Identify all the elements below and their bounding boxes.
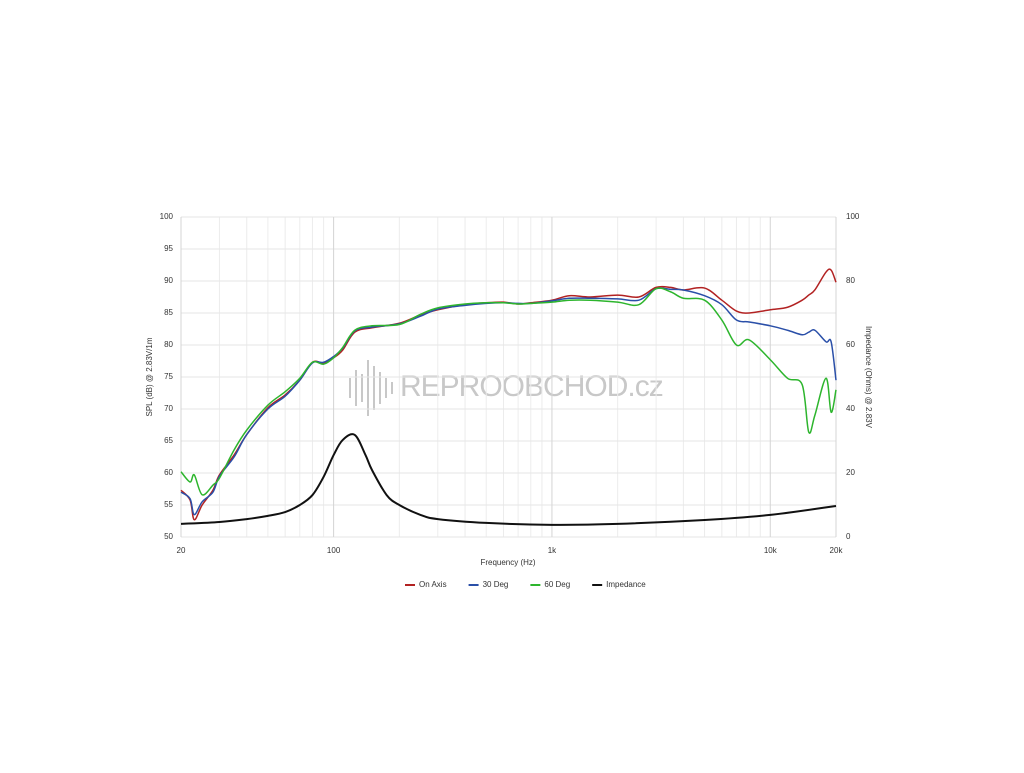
y2-tick-label: 60 <box>846 340 855 349</box>
x-tick-label: 20 <box>177 546 186 555</box>
y-tick-label: 60 <box>164 468 173 477</box>
y2-tick-label: 40 <box>846 404 855 413</box>
x-tick-label: 20k <box>830 546 844 555</box>
x-axis-label: Frequency (Hz) <box>480 558 535 567</box>
y-tick-label: 50 <box>164 532 173 541</box>
y-tick-label: 85 <box>164 308 173 317</box>
x-tick-label: 100 <box>327 546 341 555</box>
y-tick-label: 70 <box>164 404 173 413</box>
legend-label: Impedance <box>606 580 646 589</box>
legend-label: 60 Deg <box>544 580 570 589</box>
series-line <box>180 433 837 526</box>
series-line <box>180 287 837 496</box>
y-tick-label: 100 <box>160 212 174 221</box>
legend-label: 30 Deg <box>483 580 509 589</box>
y-tick-label: 95 <box>164 244 173 253</box>
y-tick-label: 55 <box>164 500 173 509</box>
x-tick-label: 1k <box>548 546 557 555</box>
y-tick-label: 65 <box>164 436 173 445</box>
y2-axis-label: Impedance (Ohms) @ 2.83V <box>864 326 873 429</box>
y2-tick-label: 0 <box>846 532 851 541</box>
y2-tick-label: 20 <box>846 468 855 477</box>
watermark-icon <box>349 360 393 416</box>
legend-label: On Axis <box>419 580 447 589</box>
y2-tick-label: 100 <box>846 212 860 221</box>
y-tick-label: 75 <box>164 372 173 381</box>
y-tick-label: 90 <box>164 276 173 285</box>
x-tick-label: 10k <box>764 546 778 555</box>
grid <box>180 216 837 538</box>
y-tick-label: 80 <box>164 340 173 349</box>
y-axis-label: SPL (dB) @ 2.83V/1m <box>145 337 154 416</box>
y2-tick-label: 80 <box>846 276 855 285</box>
watermark: REPROOBCHOD.cz <box>400 370 663 403</box>
